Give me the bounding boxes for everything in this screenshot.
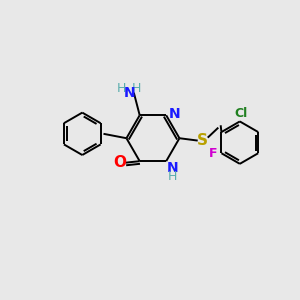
Text: S: S — [197, 133, 208, 148]
Text: H: H — [117, 82, 126, 95]
Text: F: F — [209, 147, 218, 160]
Text: N: N — [123, 86, 135, 100]
Text: H: H — [168, 170, 177, 183]
Text: O: O — [113, 155, 127, 170]
Text: H: H — [132, 82, 141, 95]
Text: N: N — [169, 107, 180, 121]
Text: Cl: Cl — [235, 107, 248, 120]
Text: N: N — [167, 160, 178, 175]
